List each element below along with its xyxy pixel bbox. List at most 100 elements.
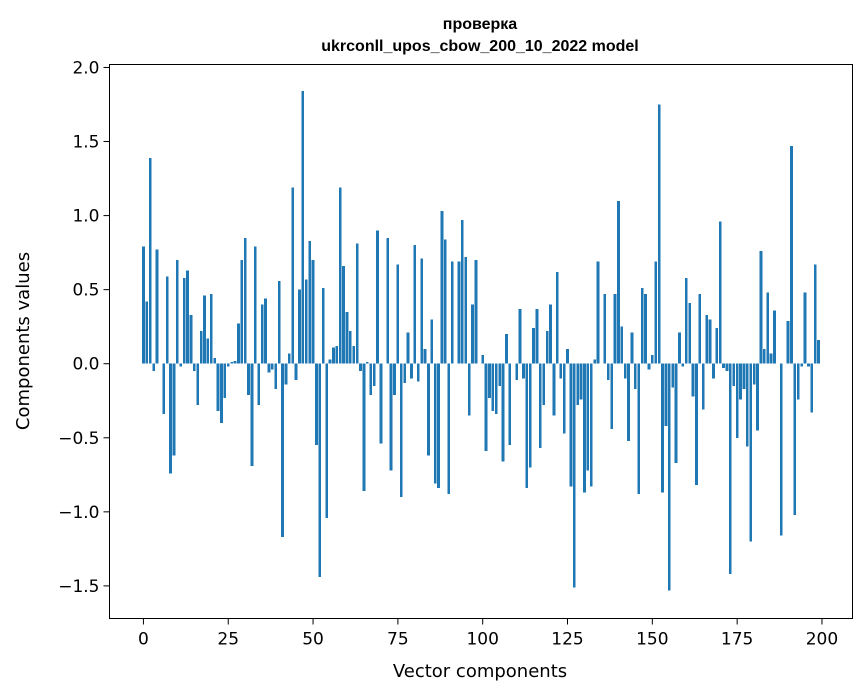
chart-title-line-1: проверка xyxy=(443,16,518,33)
bar-100 xyxy=(481,354,485,364)
bar-47 xyxy=(301,91,305,364)
bar-190 xyxy=(786,320,790,364)
bar-11 xyxy=(179,363,183,367)
bar-156 xyxy=(671,363,675,388)
bar-134 xyxy=(596,261,600,364)
bar-95 xyxy=(464,257,468,364)
bar-3 xyxy=(152,363,155,372)
bar-178 xyxy=(745,363,749,447)
bar-158 xyxy=(678,332,681,364)
bar-192 xyxy=(793,363,797,515)
bar-199 xyxy=(817,340,820,364)
bar-79 xyxy=(410,363,413,379)
bar-108 xyxy=(508,363,512,446)
bar-177 xyxy=(742,363,746,389)
bar-171 xyxy=(722,363,725,369)
bar-64 xyxy=(359,363,362,372)
bar-145 xyxy=(634,363,637,389)
bar-85 xyxy=(430,319,434,364)
bar-186 xyxy=(773,310,776,364)
bar-28 xyxy=(237,323,240,364)
x-axis: 0 25 50 75 100 125 150 175 200 xyxy=(138,618,838,650)
bar-27 xyxy=(233,360,237,364)
bar-112 xyxy=(522,363,525,379)
bar-169 xyxy=(715,328,719,364)
bar-149 xyxy=(647,363,651,370)
y-tick-label-0: −1.5 xyxy=(58,577,99,597)
bar-40 xyxy=(277,280,281,364)
bar-180 xyxy=(752,363,756,385)
bar-51 xyxy=(315,363,318,446)
bar-60 xyxy=(345,311,349,364)
bar-12 xyxy=(182,277,186,364)
bar-33 xyxy=(254,246,257,364)
bar-130 xyxy=(583,363,586,493)
bar-78 xyxy=(406,332,410,364)
bar-34 xyxy=(257,363,261,406)
y-tick-label-5: 1.0 xyxy=(72,207,99,227)
bar-1 xyxy=(145,301,149,364)
bar-133 xyxy=(593,359,597,364)
bar-138 xyxy=(610,363,613,429)
bar-57 xyxy=(335,345,339,364)
bar-139 xyxy=(613,294,617,364)
bar-123 xyxy=(559,363,563,379)
bar-118 xyxy=(542,363,546,406)
x-tick-label-200: 200 xyxy=(806,630,838,650)
bar-83 xyxy=(423,348,427,364)
bar-61 xyxy=(349,331,352,364)
y-tick-label-3: 0.0 xyxy=(72,355,99,375)
bar-21 xyxy=(213,357,217,364)
bar-54 xyxy=(325,363,328,518)
bar-102 xyxy=(488,363,491,398)
bar-53 xyxy=(321,288,325,364)
bar-76 xyxy=(399,363,403,498)
bar-183 xyxy=(762,348,766,364)
y-tick-label-4: 0.5 xyxy=(72,281,99,301)
bar-117 xyxy=(539,363,542,449)
bar-114 xyxy=(528,363,532,468)
bar-72 xyxy=(386,237,390,364)
bar-165 xyxy=(701,363,705,410)
bar-173 xyxy=(729,363,732,575)
bar-128 xyxy=(576,363,580,406)
bar-17 xyxy=(199,331,203,364)
bar-50 xyxy=(311,260,315,364)
bar-170 xyxy=(718,221,722,364)
bar-116 xyxy=(535,308,539,364)
bar-125 xyxy=(566,348,569,364)
bar-81 xyxy=(416,363,420,382)
bar-4 xyxy=(155,249,159,364)
bar-98 xyxy=(474,260,478,364)
bar-96 xyxy=(467,363,471,416)
bar-150 xyxy=(650,354,654,364)
x-tick-label-100: 100 xyxy=(466,630,498,650)
y-axis-label: Components values xyxy=(13,252,34,430)
bar-137 xyxy=(606,363,610,381)
bar-121 xyxy=(552,363,556,416)
bar-77 xyxy=(403,363,407,383)
bar-56 xyxy=(332,347,335,364)
bar-113 xyxy=(525,363,529,489)
bar-86 xyxy=(433,363,437,484)
bar-120 xyxy=(549,304,552,364)
bar-75 xyxy=(396,264,400,364)
bar-155 xyxy=(667,363,671,591)
bar-185 xyxy=(769,353,773,364)
bar-154 xyxy=(664,363,668,426)
bar-147 xyxy=(640,288,644,364)
bar-74 xyxy=(393,363,396,395)
bar-42 xyxy=(284,363,288,385)
bar-73 xyxy=(389,363,393,471)
bar-119 xyxy=(545,331,549,364)
x-tick-label-125: 125 xyxy=(551,630,583,650)
bar-115 xyxy=(532,328,535,364)
bar-7 xyxy=(165,276,169,364)
y-tick-label-7: 2.0 xyxy=(72,58,99,78)
bar-52 xyxy=(318,363,322,578)
bar-55 xyxy=(328,359,332,364)
bar-82 xyxy=(420,258,423,364)
bar-197 xyxy=(810,363,814,413)
bar-153 xyxy=(661,363,664,493)
